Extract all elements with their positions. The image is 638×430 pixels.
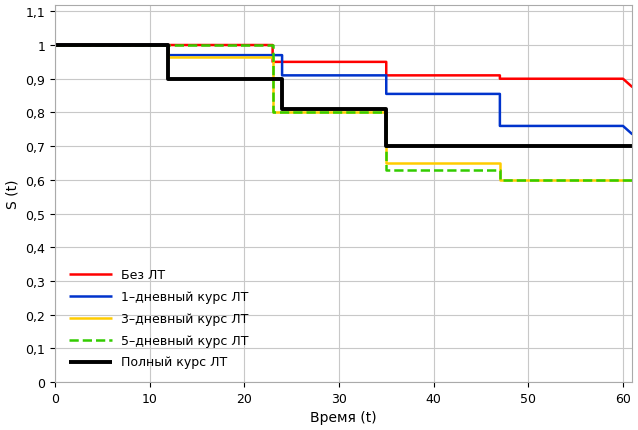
Text: Без ЛТ: Без ЛТ bbox=[121, 268, 165, 281]
Text: 1–дневный курс ЛТ: 1–дневный курс ЛТ bbox=[121, 290, 248, 303]
Text: 3–дневный курс ЛТ: 3–дневный курс ЛТ bbox=[121, 312, 248, 325]
Y-axis label: S (t): S (t) bbox=[6, 179, 20, 209]
Text: 5–дневный курс ЛТ: 5–дневный курс ЛТ bbox=[121, 334, 249, 347]
X-axis label: Время (t): Время (t) bbox=[310, 411, 377, 424]
Text: Полный курс ЛТ: Полный курс ЛТ bbox=[121, 356, 227, 369]
